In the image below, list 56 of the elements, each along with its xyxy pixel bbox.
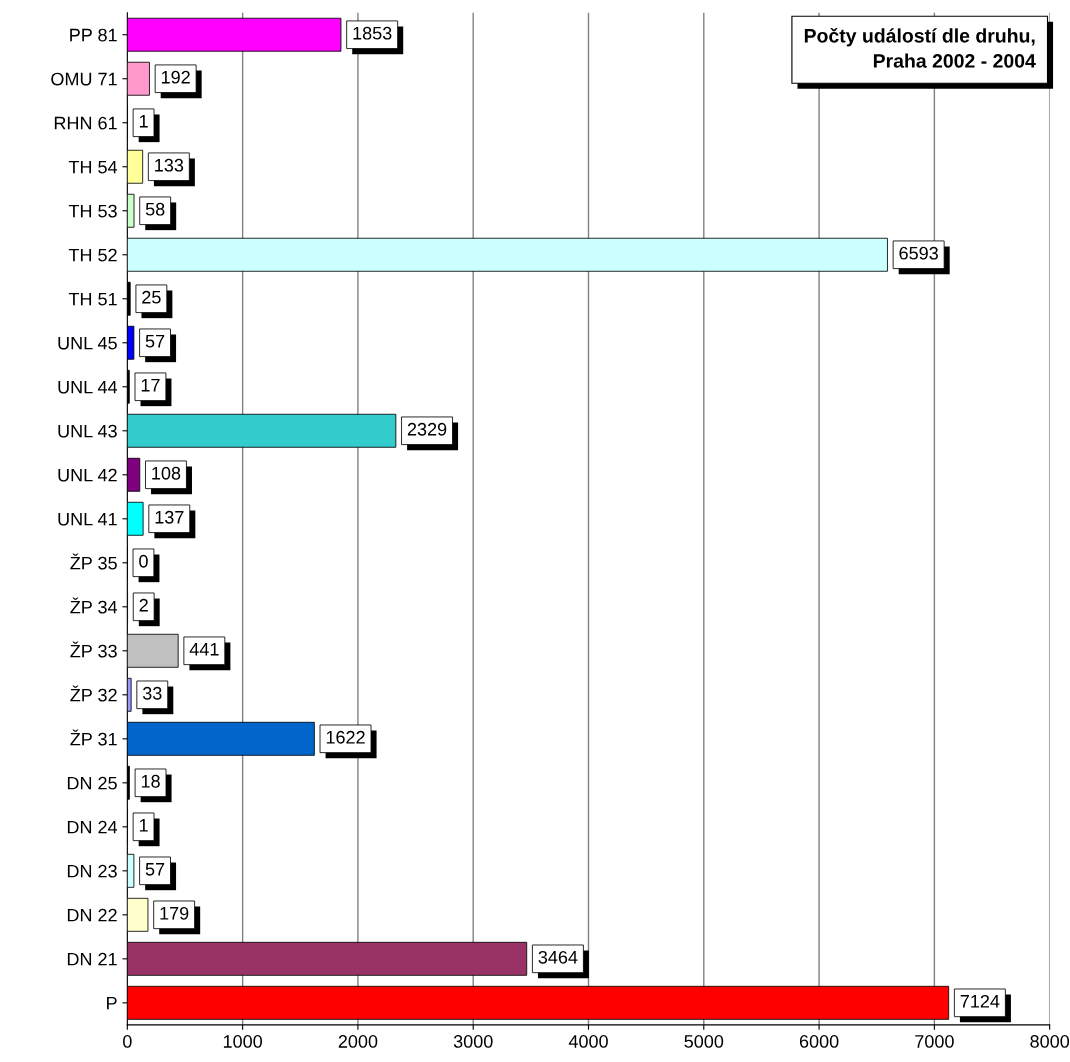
data-label: 0 [139,554,148,568]
data-label: 108 [152,466,181,480]
y-tick-label: UNL 44 [58,380,118,394]
data-label: 57 [145,863,165,876]
data-label: 25 [142,290,161,304]
y-tick-label: DN 23 [67,864,117,878]
y-tick-label: UNL 42 [58,468,117,482]
x-tick-label: 5000 [684,1035,724,1048]
x-tick-label: 7000 [915,1035,954,1048]
data-label: 6593 [899,246,938,260]
y-tick-label: DN 21 [67,952,117,966]
data-label: 137 [155,510,184,524]
x-tick-label: 2000 [338,1035,378,1048]
y-tick-label: OMU 71 [51,72,117,86]
data-label: 1622 [326,730,365,744]
data-label: 33 [142,686,162,700]
y-tick-label: TH 52 [68,248,117,262]
data-label: 133 [155,158,184,172]
y-tick-label: UNL 43 [58,424,117,438]
x-tick-label: 4000 [568,1035,608,1048]
data-label: 1 [139,115,148,128]
y-tick-label: ŽP 32 [70,685,117,702]
data-label: 18 [141,774,160,788]
data-label: 57 [145,335,165,348]
data-label: 17 [141,379,160,392]
y-tick-label: ŽP 34 [70,597,118,614]
x-tick-label: 1000 [223,1035,262,1048]
data-label: 3464 [538,950,578,964]
data-label: 179 [160,906,189,920]
data-label: 441 [189,643,219,656]
y-tick-label: P [107,996,117,1010]
x-tick-label: 3000 [453,1035,493,1048]
y-tick-label: TH 51 [68,292,117,306]
y-tick-label: PP 81 [70,28,117,42]
y-tick-label: DN 22 [67,908,117,922]
y-tick-label: UNL 41 [58,512,117,526]
x-tick-label: 8000 [1030,1035,1070,1048]
y-tick-label: ŽP 33 [70,641,117,658]
y-tick-label: TH 54 [68,160,118,174]
data-label: 1 [139,819,148,832]
data-label: 2 [139,598,148,612]
data-label: 192 [161,70,190,84]
text: Počty událostí dle druhu, Praha 2002 - 2004 [804,27,1036,68]
y-tick-label: TH 53 [68,204,117,218]
data-label: 1853 [353,26,392,40]
x-tick-label: 6000 [799,1035,839,1048]
y-tick-label: UNL 45 [58,336,117,350]
data-label: 2329 [407,422,447,436]
data-label: 7124 [960,994,1000,1008]
y-tick-label: ŽP 35 [70,553,117,570]
x-tick-label: 0 [123,1035,132,1048]
y-tick-label: ŽP 31 [70,729,117,746]
y-tick-label: DN 25 [67,776,117,790]
y-tick-label: RHN 61 [54,116,117,130]
data-label: 58 [145,202,165,216]
y-tick-label: DN 24 [67,820,118,834]
